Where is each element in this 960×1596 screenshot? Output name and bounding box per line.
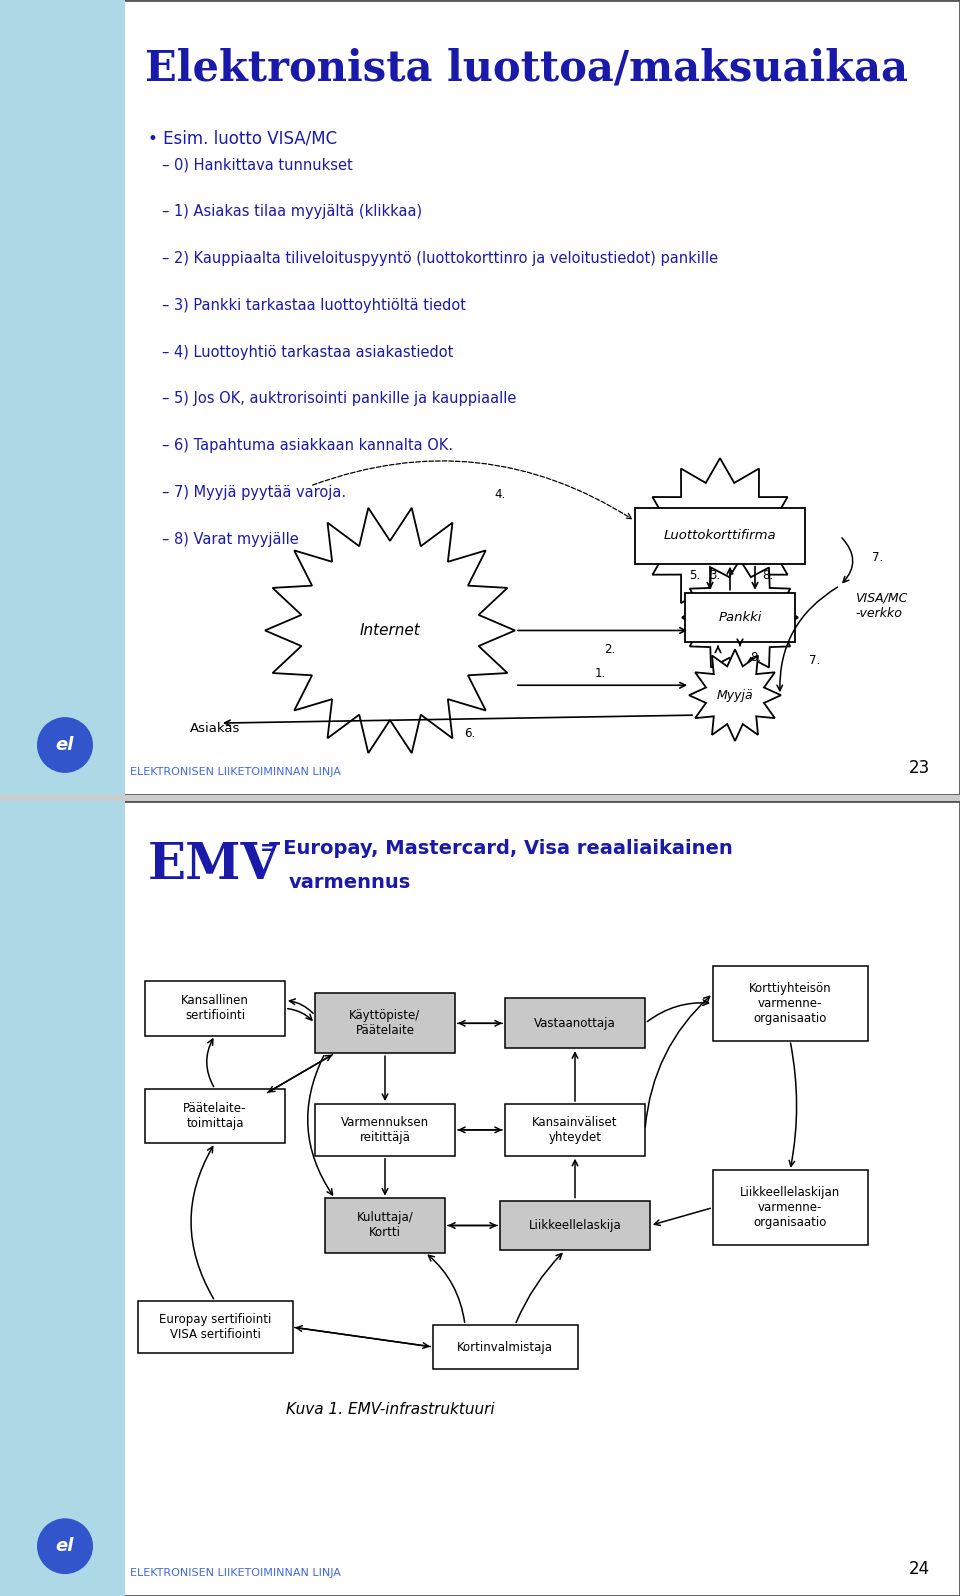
Bar bbox=[712, 966, 868, 1041]
Text: el: el bbox=[56, 1537, 74, 1555]
Text: 2.: 2. bbox=[605, 643, 615, 656]
Bar bbox=[137, 1301, 293, 1353]
Text: Vastaanottaja: Vastaanottaja bbox=[534, 1017, 616, 1029]
Text: 7.: 7. bbox=[808, 654, 820, 667]
Text: Kansallinen
sertifiointi: Kansallinen sertifiointi bbox=[181, 994, 249, 1023]
Bar bbox=[635, 508, 805, 563]
Text: Kansainväliset
yhteydet: Kansainväliset yhteydet bbox=[532, 1116, 617, 1144]
Text: Europay sertifiointi
VISA sertifiointi: Europay sertifiointi VISA sertifiointi bbox=[158, 1314, 271, 1341]
Bar bbox=[505, 999, 645, 1049]
Text: – 6) Tapahtuma asiakkaan kannalta OK.: – 6) Tapahtuma asiakkaan kannalta OK. bbox=[162, 439, 453, 453]
Text: Varmennuksen
reitittäjä: Varmennuksen reitittäjä bbox=[341, 1116, 429, 1144]
Text: 3.: 3. bbox=[708, 570, 720, 583]
Text: – 2) Kauppiaalta tiliveloituspyyntö (luottokorttinro ja veloitustiedot) pankille: – 2) Kauppiaalta tiliveloituspyyntö (luo… bbox=[162, 251, 718, 267]
Bar bbox=[325, 1199, 445, 1253]
Text: – 0) Hankittava tunnukset: – 0) Hankittava tunnukset bbox=[162, 158, 352, 172]
Text: • Esim. luotto VISA/MC: • Esim. luotto VISA/MC bbox=[148, 129, 337, 147]
Text: – 1) Asiakas tilaa myyjältä (klikkaa): – 1) Asiakas tilaa myyjältä (klikkaa) bbox=[162, 204, 422, 219]
Text: Liikkeellelaskija: Liikkeellelaskija bbox=[529, 1219, 621, 1232]
Text: Pankki: Pankki bbox=[718, 611, 761, 624]
Text: 24: 24 bbox=[909, 1559, 930, 1578]
Bar bbox=[433, 1325, 578, 1369]
Text: = Europay, Mastercard, Visa reaaliaikainen: = Europay, Mastercard, Visa reaaliaikain… bbox=[260, 839, 732, 859]
Polygon shape bbox=[682, 560, 798, 675]
Text: – 5) Jos OK, auktrorisointi pankille ja kauppiaalle: – 5) Jos OK, auktrorisointi pankille ja … bbox=[162, 391, 516, 407]
Text: Kortinvalmistaja: Kortinvalmistaja bbox=[457, 1341, 553, 1353]
Text: Elektronista luottoa/maksuaikaa: Elektronista luottoa/maksuaikaa bbox=[145, 48, 908, 89]
Text: 7.: 7. bbox=[872, 551, 883, 565]
Bar bbox=[0, 0, 125, 795]
Bar bbox=[712, 1170, 868, 1245]
Text: 5.: 5. bbox=[689, 570, 700, 583]
Text: Myyjä: Myyjä bbox=[717, 689, 754, 702]
Text: Liikkeellelaskijan
varmenne-
organisaatio: Liikkeellelaskijan varmenne- organisaati… bbox=[740, 1186, 840, 1229]
Bar bbox=[145, 1088, 285, 1143]
Circle shape bbox=[37, 717, 93, 772]
Text: Korttiyhteisön
varmenne-
organisaatio: Korttiyhteisön varmenne- organisaatio bbox=[749, 982, 831, 1025]
Text: Päätelaite-
toimittaja: Päätelaite- toimittaja bbox=[183, 1101, 247, 1130]
Text: Käyttöpiste/
Päätelaite: Käyttöpiste/ Päätelaite bbox=[349, 1009, 420, 1037]
Text: – 8) Varat myyjälle: – 8) Varat myyjälle bbox=[162, 531, 299, 547]
Circle shape bbox=[37, 1518, 93, 1574]
Text: 23: 23 bbox=[909, 758, 930, 777]
Polygon shape bbox=[689, 650, 781, 741]
Text: Asiakas: Asiakas bbox=[190, 721, 240, 736]
Text: 8.: 8. bbox=[762, 570, 773, 583]
Bar bbox=[315, 993, 455, 1053]
Text: EMV: EMV bbox=[148, 841, 280, 891]
Text: 1.: 1. bbox=[594, 667, 606, 680]
Polygon shape bbox=[642, 458, 798, 613]
Bar bbox=[315, 1104, 455, 1156]
Text: Kuva 1. EMV-infrastruktuuri: Kuva 1. EMV-infrastruktuuri bbox=[286, 1401, 494, 1417]
Text: – 3) Pankki tarkastaa luottoyhtiöltä tiedot: – 3) Pankki tarkastaa luottoyhtiöltä tie… bbox=[162, 298, 466, 313]
Bar bbox=[500, 1200, 650, 1250]
Text: el: el bbox=[56, 736, 74, 753]
Text: ELEKTRONISEN LIIKETOIMINNAN LINJA: ELEKTRONISEN LIIKETOIMINNAN LINJA bbox=[130, 1569, 341, 1578]
Bar bbox=[145, 982, 285, 1036]
Bar bbox=[685, 592, 795, 643]
Text: Internet: Internet bbox=[360, 622, 420, 638]
Text: varmennus: varmennus bbox=[289, 873, 411, 892]
Text: Kuluttaja/
Kortti: Kuluttaja/ Kortti bbox=[356, 1211, 414, 1240]
Bar bbox=[0, 801, 125, 1596]
Text: 6.: 6. bbox=[465, 728, 475, 741]
Text: – 7) Myyjä pyytää varoja.: – 7) Myyjä pyytää varoja. bbox=[162, 485, 347, 500]
Bar bbox=[505, 1104, 645, 1156]
Text: – 4) Luottoyhtiö tarkastaa asiakastiedot: – 4) Luottoyhtiö tarkastaa asiakastiedot bbox=[162, 345, 453, 359]
Text: Luottokorttifirma: Luottokorttifirma bbox=[663, 530, 777, 543]
Polygon shape bbox=[265, 508, 515, 753]
Text: ELEKTRONISEN LIIKETOIMINNAN LINJA: ELEKTRONISEN LIIKETOIMINNAN LINJA bbox=[130, 768, 341, 777]
Text: VISA/MC
-verkko: VISA/MC -verkko bbox=[855, 592, 907, 619]
Text: 4.: 4. bbox=[494, 488, 506, 501]
Text: 8.: 8. bbox=[750, 651, 761, 664]
